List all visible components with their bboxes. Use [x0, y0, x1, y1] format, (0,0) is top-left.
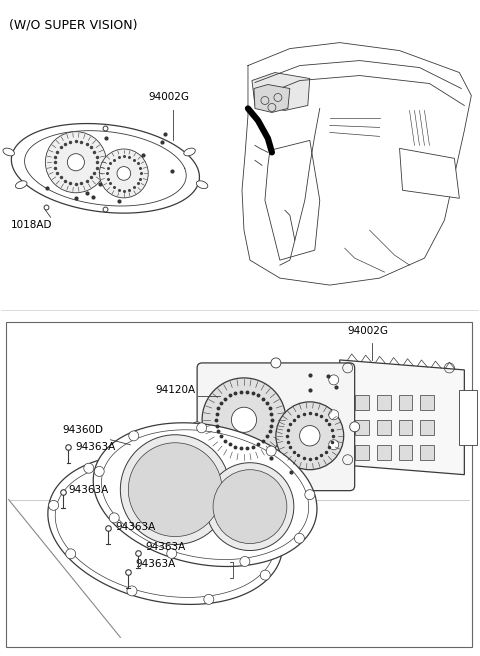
Circle shape	[94, 466, 104, 476]
Circle shape	[260, 570, 270, 580]
Ellipse shape	[3, 148, 14, 156]
Circle shape	[99, 149, 148, 198]
Circle shape	[192, 422, 202, 432]
Circle shape	[350, 422, 360, 432]
Bar	[420, 445, 434, 460]
Bar	[377, 445, 391, 460]
Circle shape	[329, 410, 339, 420]
Polygon shape	[340, 360, 464, 475]
Polygon shape	[48, 455, 283, 604]
Text: 94363A: 94363A	[135, 560, 176, 569]
Ellipse shape	[196, 181, 208, 188]
Circle shape	[67, 154, 84, 171]
Circle shape	[276, 402, 344, 470]
Text: 94363A: 94363A	[115, 522, 156, 531]
Circle shape	[109, 513, 119, 523]
Circle shape	[120, 435, 230, 544]
Circle shape	[48, 501, 59, 510]
Bar	[420, 420, 434, 435]
Circle shape	[213, 470, 287, 544]
FancyBboxPatch shape	[197, 363, 355, 491]
Circle shape	[266, 446, 276, 456]
Polygon shape	[93, 423, 317, 567]
Circle shape	[84, 463, 94, 473]
Bar	[398, 445, 412, 460]
Polygon shape	[399, 148, 459, 198]
Circle shape	[240, 556, 250, 567]
Bar	[355, 395, 369, 410]
Text: 94363A: 94363A	[69, 485, 109, 495]
Circle shape	[271, 358, 281, 368]
Circle shape	[270, 525, 280, 535]
Circle shape	[329, 440, 339, 450]
Circle shape	[128, 443, 222, 537]
Polygon shape	[12, 123, 199, 213]
Text: 1018AD: 1018AD	[11, 220, 52, 230]
Circle shape	[300, 426, 320, 446]
Circle shape	[66, 549, 76, 559]
Circle shape	[305, 489, 315, 500]
Bar	[6, 322, 472, 647]
Circle shape	[155, 455, 165, 465]
Text: 94002G: 94002G	[348, 326, 389, 336]
Circle shape	[127, 586, 137, 596]
Circle shape	[202, 378, 286, 462]
Circle shape	[294, 533, 304, 543]
Text: 94120A: 94120A	[155, 385, 195, 395]
Ellipse shape	[184, 148, 195, 156]
Bar	[355, 445, 369, 460]
Bar	[398, 420, 412, 435]
Circle shape	[231, 407, 256, 432]
Bar	[377, 420, 391, 435]
Circle shape	[46, 132, 107, 193]
Bar	[377, 395, 391, 410]
Text: 94002G: 94002G	[148, 92, 189, 102]
Polygon shape	[252, 73, 310, 110]
Bar	[459, 390, 477, 445]
Bar	[355, 420, 369, 435]
Circle shape	[206, 462, 294, 550]
Ellipse shape	[15, 181, 27, 188]
Circle shape	[271, 485, 281, 496]
Circle shape	[329, 375, 339, 385]
Circle shape	[129, 431, 139, 441]
Circle shape	[117, 167, 131, 180]
Text: (W/O SUPER VISION): (W/O SUPER VISION)	[9, 18, 137, 31]
Text: 94360D: 94360D	[62, 425, 104, 435]
Text: 94363A: 94363A	[145, 542, 186, 552]
Circle shape	[204, 594, 214, 604]
Circle shape	[197, 423, 207, 433]
Text: 94363A: 94363A	[75, 441, 116, 452]
Polygon shape	[254, 85, 290, 112]
Circle shape	[228, 479, 238, 489]
Bar	[398, 395, 412, 410]
Bar	[420, 395, 434, 410]
Circle shape	[167, 548, 177, 558]
